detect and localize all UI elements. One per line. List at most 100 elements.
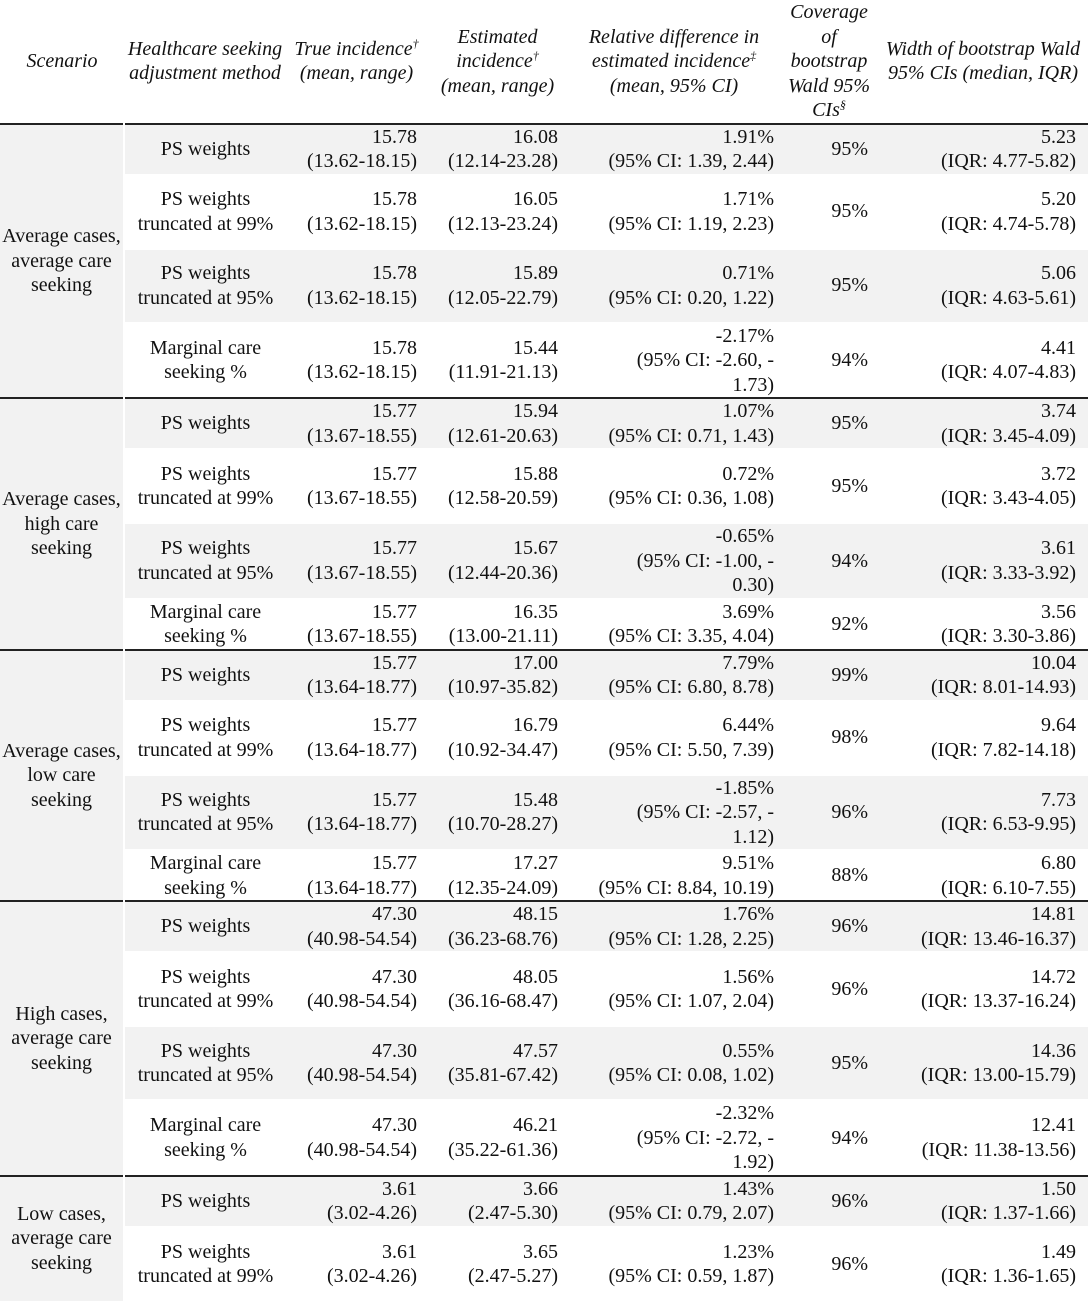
header-method: Healthcare seeking adjustment method [127,37,283,85]
estimated-incidence-cell: 16.35 (13.00-21.11) [427,597,568,650]
header-scenario: Scenario [26,50,98,72]
ci-width-cell: 3.61 (IQR: 3.33-3.92) [878,522,1088,599]
ci-width-cell: 14.36 (IQR: 13.00-15.79) [878,1025,1088,1100]
method-cell: PS weights truncated at 95% [124,773,286,850]
scenario-cell: Low cases, average care seeking [0,1174,125,1301]
true-incidence-cell: 47.30 (40.98-54.54) [286,1099,427,1176]
coverage-cell: 95% [780,173,878,249]
method-cell: Marginal care seeking % [124,1099,286,1176]
table-row: Marginal care seeking % 15.77 (13.64-18.7… [0,849,1088,901]
scenario-cell: Average cases, average care seeking [0,122,125,398]
ci-width-cell: 1.50 (IQR: 1.37-1.66) [878,1174,1088,1227]
relative-difference-cell: 3.69% (95% CI: 3.35, 4.04) [568,597,780,650]
table-row: PS weights truncated at 95% 15.77 (13.64-… [0,773,1088,850]
estimated-incidence-cell: 46.21 (35.22-61.36) [427,1099,568,1176]
coverage-cell: 96% [780,1174,878,1227]
method-cell: PS weights truncated at 99% [124,173,286,249]
coverage-cell: 95% [780,247,878,323]
ci-width-cell: 5.23 (IQR: 4.77-5.82) [878,122,1088,175]
true-incidence-cell: 15.77 (13.64-18.77) [286,699,427,775]
relative-difference-cell: -2.32% (95% CI: -2.72, - 1.92) [568,1099,780,1176]
relative-difference-cell: 1.07% (95% CI: 0.71, 1.43) [568,397,780,449]
true-incidence-cell: 15.78 (13.62-18.15) [286,321,427,398]
true-incidence-cell: 15.77 (13.64-18.77) [286,849,427,901]
table-row: PS weights truncated at 99% 15.78 (13.62-… [0,173,1088,249]
coverage-cell: 94% [780,321,878,398]
true-incidence-cell: 15.77 (13.64-18.77) [286,773,427,850]
scenario-cell: Average cases, high care seeking [0,397,125,650]
ci-width-cell: 10.04 (IQR: 8.01-14.93) [878,648,1088,701]
ci-width-cell: 5.06 (IQR: 4.63-5.61) [878,247,1088,323]
method-cell: PS weights [124,1174,286,1227]
method-cell: PS weights truncated at 95% [124,1025,286,1100]
table-row: PS weights truncated at 99% 15.77 (13.67-… [0,448,1088,523]
true-incidence-cell: 15.77 (13.67-18.55) [286,448,427,523]
estimated-incidence-cell: 16.08 (12.14-23.28) [427,122,568,175]
true-incidence-cell: 47.30 (40.98-54.54) [286,1025,427,1100]
estimated-incidence-cell: 17.27 (12.35-24.09) [427,849,568,901]
relative-difference-cell: 1.76% (95% CI: 1.28, 2.25) [568,900,780,952]
table-row: PS weights truncated at 99% 3.61 (3.02-4.… [0,1225,1088,1301]
relative-difference-cell: 9.51% (95% CI: 8.84, 10.19) [568,849,780,901]
true-incidence-cell: 47.30 (40.98-54.54) [286,900,427,952]
estimated-incidence-cell: 48.05 (36.16-68.47) [427,951,568,1026]
header-estimated-incidence: Estimated incidence† (mean, range) [440,25,555,97]
true-incidence-cell: 47.30 (40.98-54.54) [286,951,427,1026]
true-incidence-cell: 15.77 (13.64-18.77) [286,648,427,701]
ci-width-cell: 4.41 (IQR: 4.07-4.83) [878,321,1088,398]
coverage-cell: 94% [780,522,878,599]
coverage-cell: 96% [780,900,878,952]
true-incidence-cell: 15.78 (13.62-18.15) [286,122,427,175]
method-cell: PS weights truncated at 99% [124,448,286,523]
coverage-cell: 96% [780,951,878,1026]
estimated-incidence-cell: 16.79 (10.92-34.47) [427,699,568,775]
true-incidence-cell: 15.77 (13.67-18.55) [286,522,427,599]
estimated-incidence-cell: 3.65 (2.47-5.27) [427,1225,568,1301]
header-true-incidence: True incidence† (mean, range) [294,36,419,85]
method-cell: PS weights [124,122,286,175]
relative-difference-cell: 1.23% (95% CI: 0.59, 1.87) [568,1225,780,1301]
coverage-cell: 94% [780,1099,878,1176]
ci-width-cell: 12.41 (IQR: 11.38-13.56) [878,1099,1088,1176]
estimated-incidence-cell: 15.88 (12.58-20.59) [427,448,568,523]
ci-width-cell: 5.20 (IQR: 4.74-5.78) [878,173,1088,249]
estimated-incidence-cell: 3.66 (2.47-5.30) [427,1174,568,1227]
method-cell: PS weights truncated at 95% [124,247,286,323]
header-relative-difference: Relative difference in estimated inciden… [588,25,760,97]
coverage-cell: 92% [780,597,878,650]
true-incidence-cell: 3.61 (3.02-4.26) [286,1174,427,1227]
relative-difference-cell: -2.17% (95% CI: -2.60, - 1.73) [568,321,780,398]
relative-difference-cell: 1.71% (95% CI: 1.19, 2.23) [568,173,780,249]
true-incidence-cell: 3.61 (3.02-4.26) [286,1225,427,1301]
ci-width-cell: 14.81 (IQR: 13.46-16.37) [878,900,1088,952]
table-row: Average cases, low care seeking PS weight… [0,648,1088,901]
ci-width-cell: 7.73 (IQR: 6.53-9.95) [878,773,1088,850]
header-ci-width: Width of bootstrap Wald 95% CIs (median,… [885,37,1081,85]
table-header: Scenario Healthcare seeking adjustment m… [0,0,1088,124]
coverage-cell: 95% [780,1025,878,1100]
table-row: Marginal care seeking % 47.30 (40.98-54.5… [0,1099,1088,1176]
relative-difference-cell: 6.44% (95% CI: 5.50, 7.39) [568,699,780,775]
coverage-cell: 96% [780,1225,878,1301]
ci-width-cell: 6.80 (IQR: 6.10-7.55) [878,849,1088,901]
method-cell: Marginal care seeking % [124,849,286,901]
ci-width-cell: 9.64 (IQR: 7.82-14.18) [878,699,1088,775]
relative-difference-cell: 0.72% (95% CI: 0.36, 1.08) [568,448,780,523]
coverage-cell: 88% [780,849,878,901]
relative-difference-cell: 7.79% (95% CI: 6.80, 8.78) [568,648,780,701]
method-cell: PS weights [124,900,286,952]
coverage-cell: 96% [780,773,878,850]
method-cell: PS weights truncated at 99% [124,1225,286,1301]
scenario-cell: Average cases, low care seeking [0,648,125,901]
relative-difference-cell: 1.43% (95% CI: 0.79, 2.07) [568,1174,780,1227]
method-cell: Marginal care seeking % [124,597,286,650]
ci-width-cell: 3.72 (IQR: 3.43-4.05) [878,448,1088,523]
method-cell: PS weights truncated at 99% [124,951,286,1026]
method-cell: Marginal care seeking % [124,321,286,398]
table-body: Average cases, average care seeking PS we… [0,122,1088,1301]
table-row: High cases, average care seeking PS weigh… [0,900,1088,1176]
estimated-incidence-cell: 15.67 (12.44-20.36) [427,522,568,599]
relative-difference-cell: -1.85% (95% CI: -2.57, - 1.12) [568,773,780,850]
table-row: PS weights truncated at 99% 47.30 (40.98-… [0,951,1088,1026]
scenario-cell: High cases, average care seeking [0,900,125,1176]
